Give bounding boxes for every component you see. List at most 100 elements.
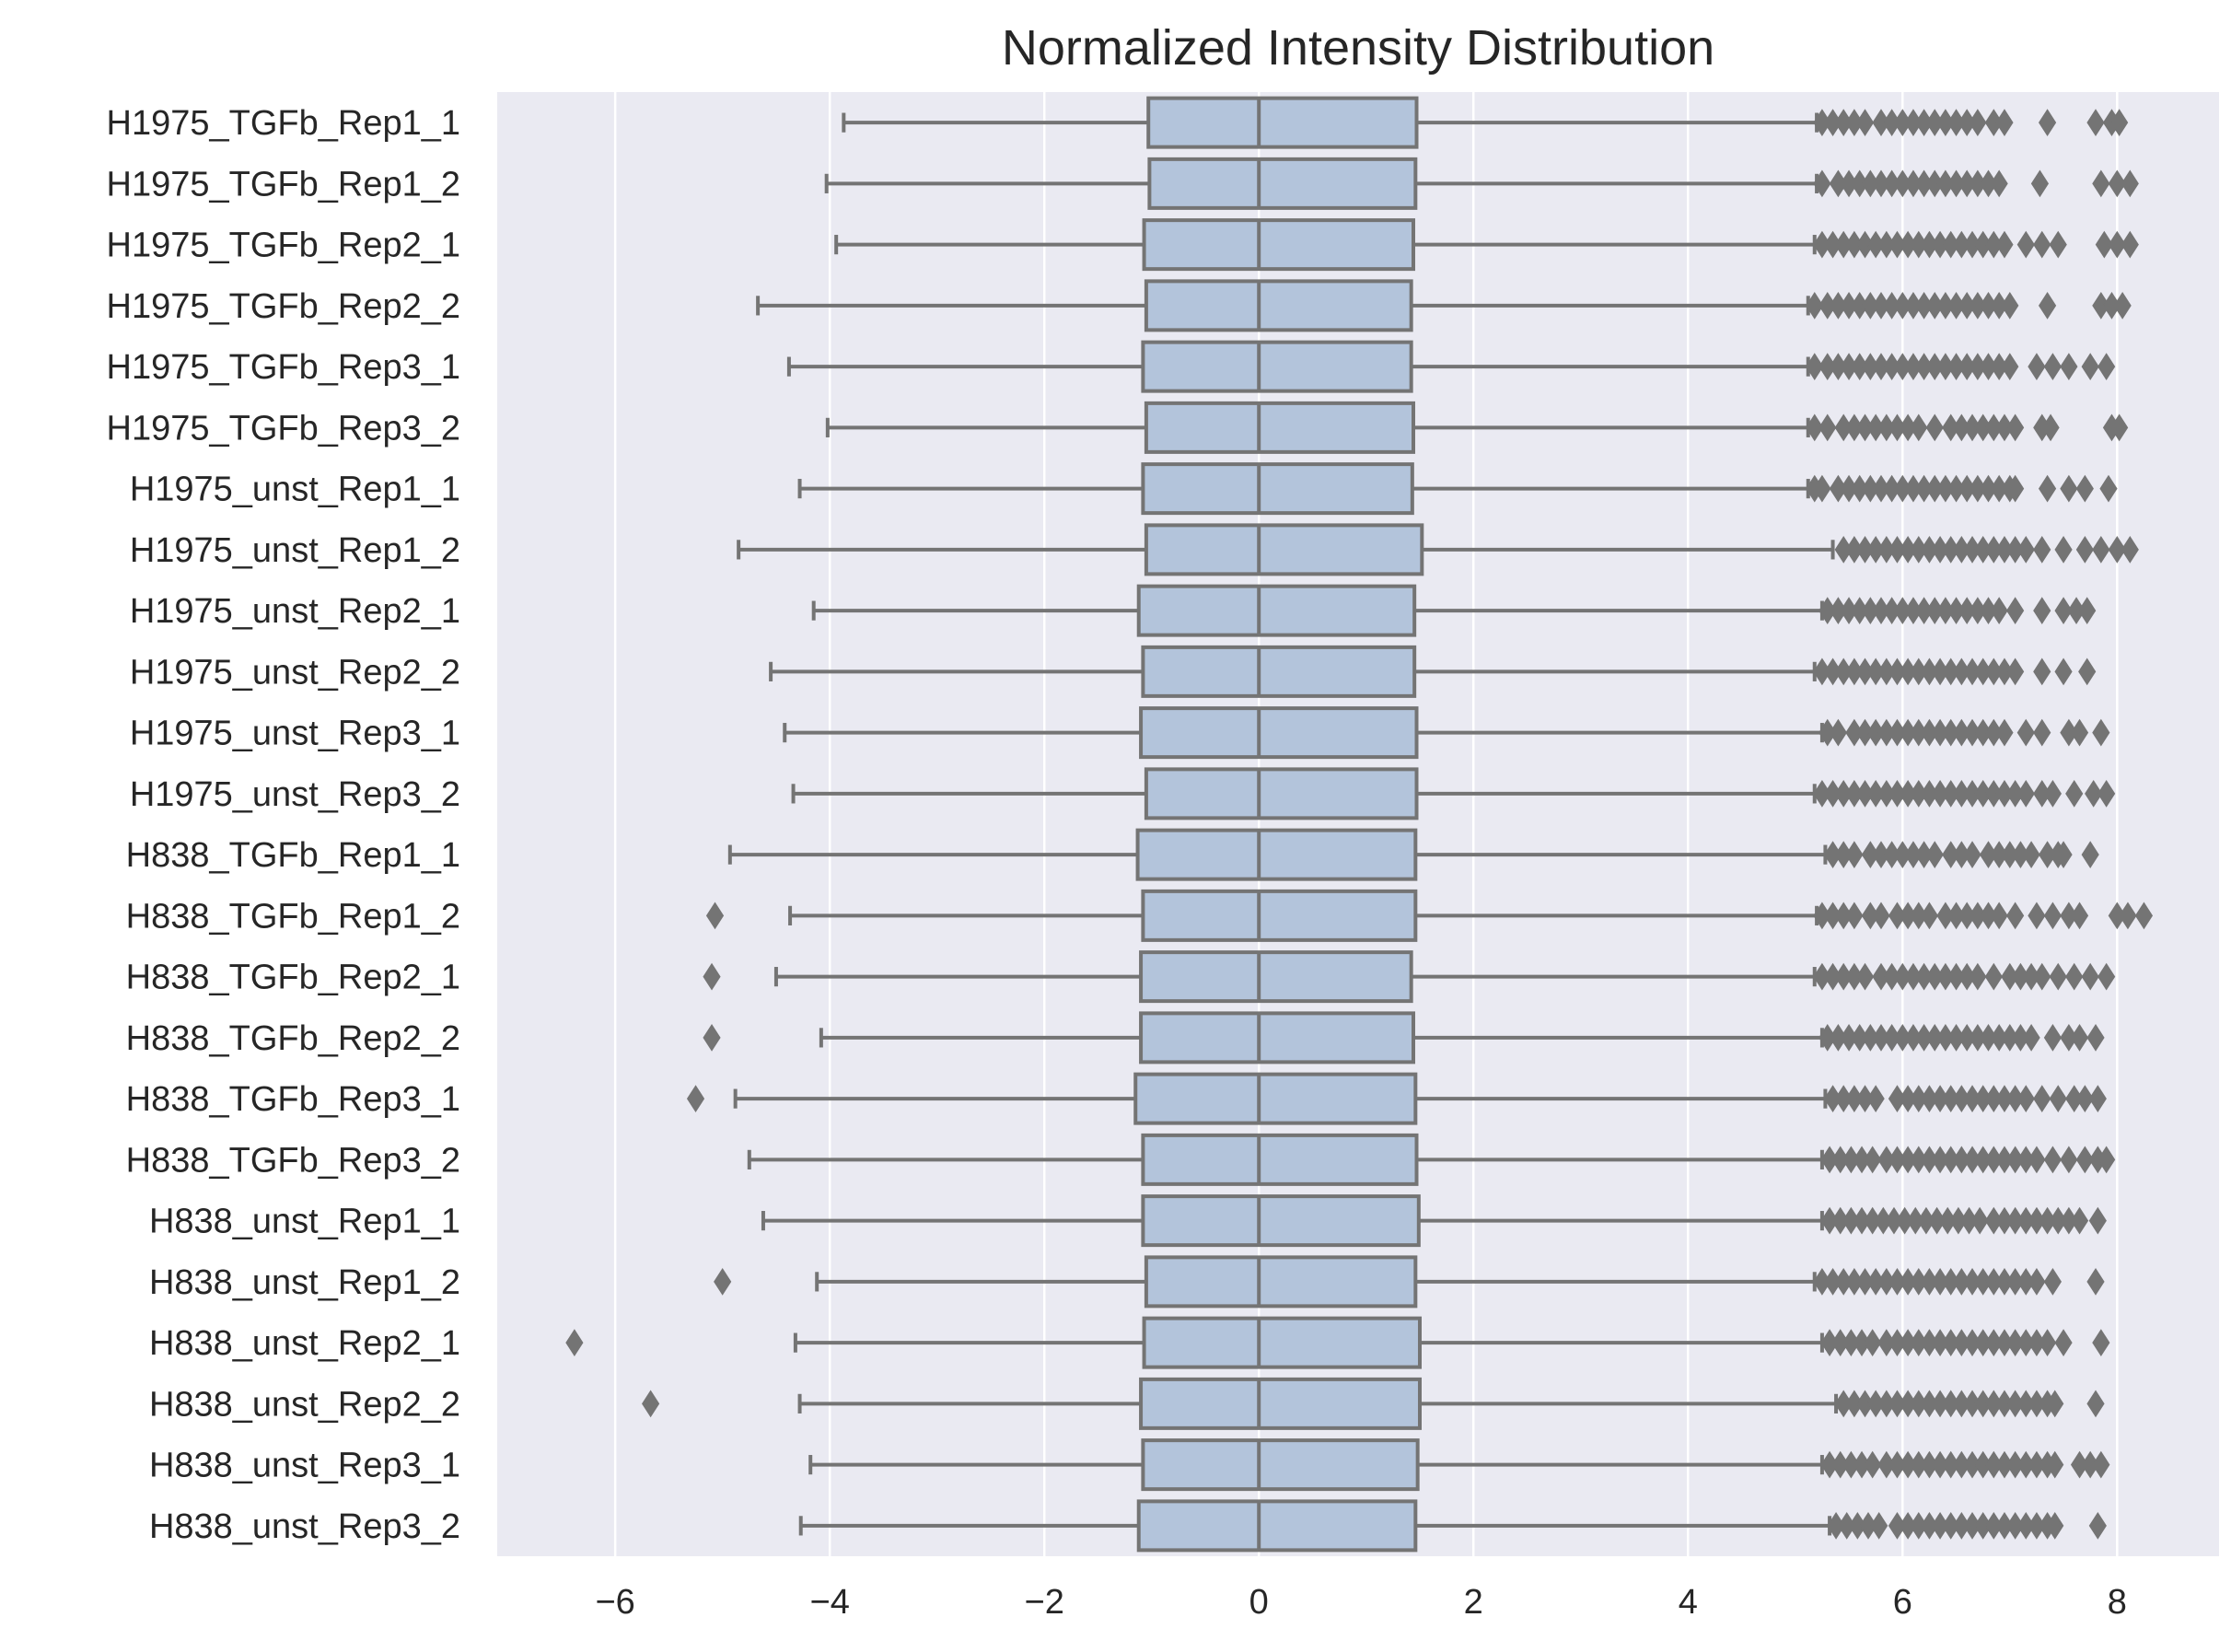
flier-point — [1806, 353, 1824, 381]
flier-point — [2078, 597, 2097, 625]
x-tick-label: 4 — [1679, 1583, 1698, 1622]
flier-point — [2046, 1390, 2064, 1418]
flier-point — [1829, 718, 1847, 747]
y-tick-label: H838_TGFb_Rep2_1 — [126, 959, 460, 997]
flier-point — [2088, 1511, 2107, 1540]
flier-point — [1818, 413, 1837, 442]
box-group — [703, 1011, 2105, 1064]
flier-point — [2060, 353, 2078, 381]
flier-point — [2108, 535, 2126, 564]
x-tick-label: −4 — [810, 1583, 850, 1622]
box-iqr — [1139, 1377, 1422, 1430]
flier-point — [1963, 841, 1981, 869]
y-tick-label: H1975_TGFb_Rep2_2 — [107, 287, 460, 326]
y-tick-label: H1975_unst_Rep3_1 — [130, 715, 460, 753]
flier-point — [2086, 109, 2105, 137]
flier-point — [1870, 1511, 1888, 1540]
x-tick-label: 8 — [2108, 1583, 2127, 1622]
flier-point — [2060, 1146, 2078, 1174]
box-iqr — [1141, 645, 1417, 698]
box-iqr — [1136, 1499, 1418, 1553]
box-group — [834, 218, 2139, 272]
box-group — [565, 1316, 2110, 1369]
y-tick-label: H838_TGFb_Rep1_1 — [126, 836, 460, 875]
flier-point — [2006, 474, 2025, 503]
box-group — [783, 706, 2110, 760]
box-iqr — [1142, 218, 1416, 272]
y-tick-label: H1975_unst_Rep2_2 — [130, 653, 460, 692]
box-group — [727, 828, 2099, 881]
flier-point — [1845, 902, 1864, 930]
box-group — [769, 645, 2097, 698]
flier-point — [2049, 962, 2067, 991]
flier-point — [2041, 413, 2060, 442]
flier-point — [1813, 169, 1831, 198]
flier-point — [642, 1390, 660, 1418]
box-iqr — [1146, 96, 1419, 149]
flier-point — [2016, 779, 2035, 808]
box-group — [798, 1499, 2107, 1553]
flier-point — [1995, 109, 2014, 137]
box-iqr — [1144, 523, 1424, 576]
flier-point — [2119, 902, 2137, 930]
flier-point — [2001, 291, 2019, 320]
box-iqr — [1133, 1072, 1418, 1125]
flier-point — [2054, 535, 2073, 564]
flier-point — [2038, 1329, 2057, 1357]
y-tick-label: H1975_TGFb_Rep3_2 — [107, 409, 460, 448]
flier-point — [2022, 1023, 2040, 1052]
box-group — [824, 157, 2139, 210]
box-iqr — [1141, 340, 1413, 393]
flier-point — [2054, 841, 2073, 869]
flier-point — [2016, 1085, 2035, 1113]
y-tick-label: H838_unst_Rep2_1 — [149, 1324, 460, 1363]
flier-point — [2070, 902, 2089, 930]
flier-point — [1925, 841, 1944, 869]
y-tick-label: H838_unst_Rep2_2 — [149, 1385, 460, 1424]
flier-point — [2016, 230, 2035, 259]
flier-point — [2092, 1450, 2110, 1479]
flier-point — [2043, 779, 2063, 808]
flier-point — [2049, 230, 2067, 259]
flier-point — [2054, 597, 2073, 625]
y-tick-label: H1975_TGFb_Rep1_2 — [107, 165, 460, 204]
flier-point — [2006, 657, 2025, 686]
flier-point — [2086, 1267, 2105, 1296]
x-tick-label: 2 — [1464, 1583, 1483, 1622]
flier-point — [2088, 1085, 2107, 1113]
flier-point — [2099, 474, 2118, 503]
box-iqr — [1147, 157, 1418, 210]
flier-point — [2038, 291, 2057, 320]
flier-point — [2054, 657, 2073, 686]
flier-point — [2038, 474, 2057, 503]
y-tick-labels: H1975_TGFb_Rep1_1 H1975_TGFb_Rep1_2 H1975_… — [107, 104, 460, 1546]
flier-point — [2078, 657, 2097, 686]
box-iqr — [1144, 767, 1419, 820]
flier-point — [2033, 1085, 2051, 1113]
flier-point — [714, 1267, 732, 1296]
gridlines — [613, 92, 2119, 1556]
flier-point — [705, 902, 725, 930]
box-iqr — [1144, 401, 1416, 454]
box-iqr — [1144, 279, 1413, 332]
flier-point — [2121, 230, 2139, 259]
flier-point — [703, 1023, 721, 1052]
flier-point — [686, 1085, 705, 1113]
flier-point — [2070, 1206, 2089, 1235]
flier-point — [2086, 1023, 2105, 1052]
box-iqr — [1142, 1316, 1422, 1369]
box-iqr — [1141, 889, 1418, 942]
flier-point — [2110, 109, 2129, 137]
flier-point — [2060, 474, 2078, 503]
box-iqr — [1139, 1011, 1416, 1064]
box-iqr — [1141, 462, 1414, 516]
flier-point — [2033, 657, 2051, 686]
flier-point — [2033, 597, 2051, 625]
flier-point — [703, 962, 721, 991]
flier-point — [2038, 109, 2057, 137]
box-group — [808, 1438, 2110, 1492]
flier-point — [2046, 1450, 2064, 1479]
box-iqr — [1139, 706, 1419, 760]
flier-point — [1855, 962, 1875, 991]
